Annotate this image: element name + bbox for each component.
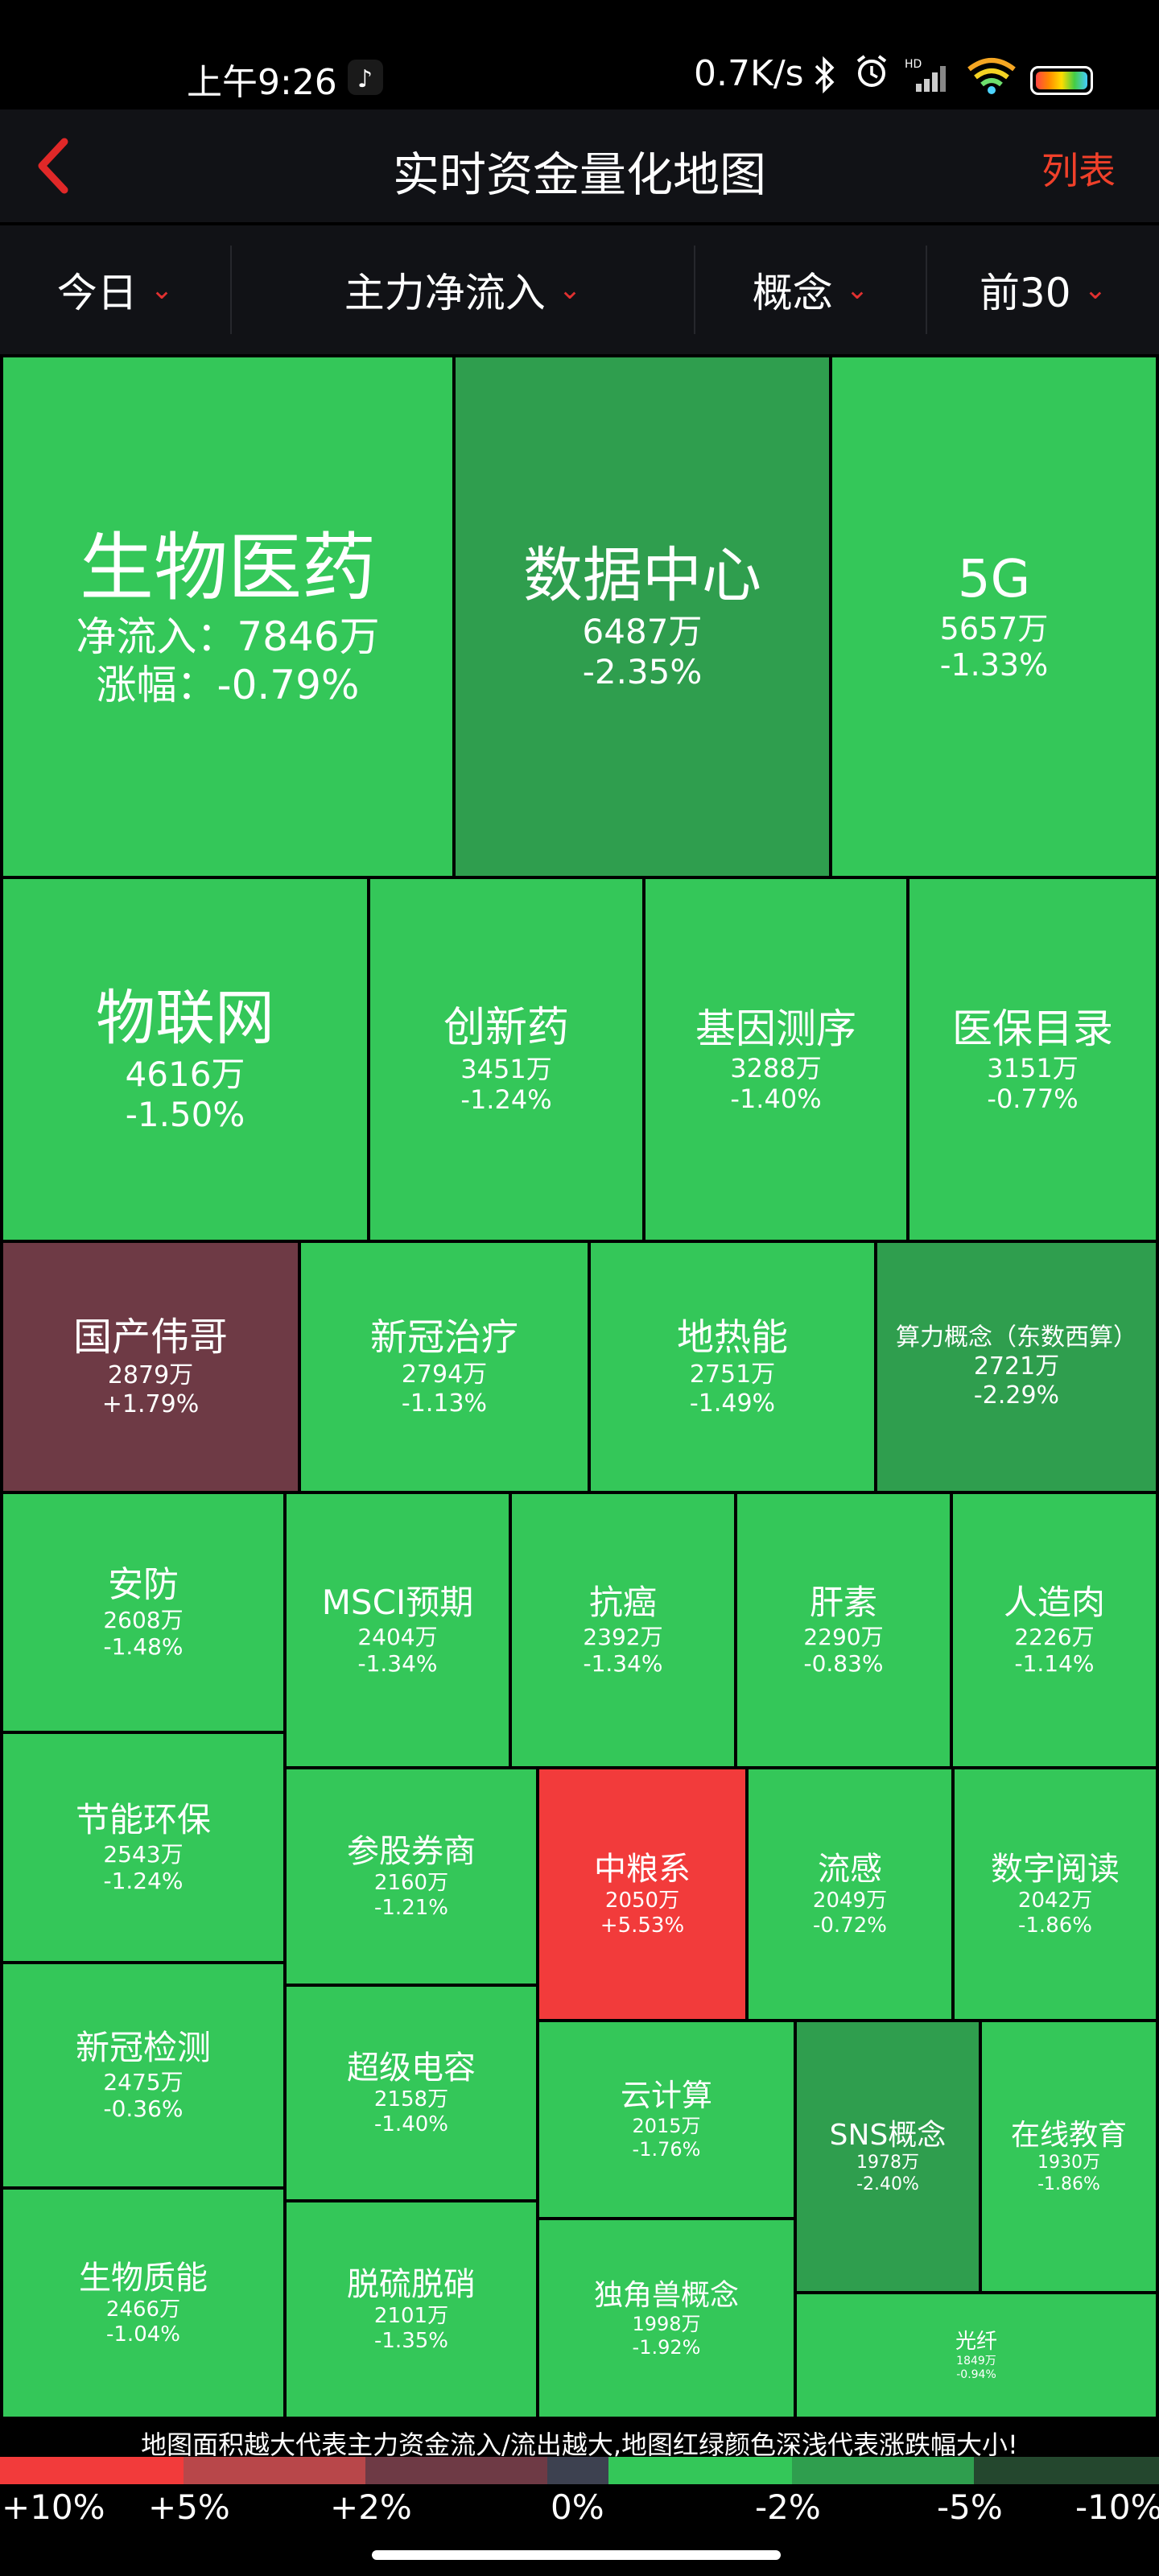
treemap-tile[interactable]: 国产伟哥 2879万 +1.79% [0, 1240, 301, 1494]
legend-label: +2% [330, 2487, 412, 2527]
chevron-left-icon [38, 138, 68, 194]
treemap-tile[interactable]: 创新药 3451万 -1.24% [367, 876, 645, 1243]
treemap-tile[interactable]: 人造肉 2226万 -1.14% [950, 1491, 1159, 1769]
filter-period[interactable]: 今日 ⌄ [0, 225, 230, 354]
home-indicator[interactable] [372, 2550, 781, 2560]
legend-label: 0% [551, 2487, 604, 2527]
divider [230, 246, 232, 334]
treemap-tile[interactable]: 云计算 2015万 -1.76% [536, 2019, 797, 2220]
legend-label: +10% [2, 2487, 105, 2527]
filter-category[interactable]: 概念 ⌄ [695, 225, 926, 354]
legend-swatch [184, 2457, 365, 2484]
treemap-tile[interactable]: 地热能 2751万 -1.49% [588, 1240, 877, 1494]
treemap-tile[interactable]: 肝素 2290万 -0.83% [734, 1491, 953, 1769]
legend-color-scale [0, 2457, 1159, 2484]
filter-bar [0, 225, 1159, 354]
legend-swatch [365, 2457, 547, 2484]
treemap: 生物医药 净流入：7846万 涨幅：-0.79% 数据中心 6487万 -2.3… [0, 354, 1159, 2420]
page-title: 实时资金量化地图 [392, 147, 766, 202]
treemap-tile[interactable]: 新冠治疗 2794万 -1.13% [298, 1240, 591, 1494]
treemap-tile[interactable]: 超级电容 2158万 -1.40% [283, 1984, 539, 2202]
filter-period-label: 今日 [56, 270, 138, 316]
treemap-tile[interactable]: 节能环保 2543万 -1.24% [0, 1731, 287, 1964]
filter-top-n-label: 前30 [979, 270, 1071, 316]
treemap-tile[interactable]: 数据中心 6487万 -2.35% [452, 354, 832, 879]
filter-top-n[interactable]: 前30 ⌄ [927, 225, 1159, 354]
treemap-tile[interactable]: 算力概念（东数西算） 2721万 -2.29% [874, 1240, 1159, 1494]
status-time: 上午9:26 [187, 62, 337, 103]
treemap-tile[interactable]: 医保目录 3151万 -0.77% [906, 876, 1159, 1243]
legend-swatch [547, 2457, 608, 2484]
chevron-down-icon: ⌄ [150, 274, 174, 306]
legend-swatch [974, 2457, 1159, 2484]
legend-label: -10% [1075, 2487, 1159, 2527]
treemap-tile[interactable]: 生物医药 净流入：7846万 涨幅：-0.79% [0, 354, 456, 879]
legend-swatch [0, 2457, 184, 2484]
bluetooth-icon [813, 56, 837, 101]
filter-metric-label: 主力净流入 [344, 270, 546, 316]
treemap-tile[interactable]: 物联网 4616万 -1.50% [0, 876, 370, 1243]
treemap-tile[interactable]: 独角兽概念 1998万 -1.92% [536, 2217, 797, 2420]
legend-label: +5% [148, 2487, 230, 2527]
treemap-tile[interactable]: 5G 5657万 -1.33% [829, 354, 1159, 879]
treemap-tile[interactable]: 参股券商 2160万 -1.21% [283, 1766, 539, 1987]
battery-icon [1030, 66, 1093, 95]
chevron-down-icon: ⌄ [558, 274, 582, 306]
hd-signal-icon: HD [905, 56, 948, 93]
legend-label: -2% [755, 2487, 821, 2527]
chevron-down-icon: ⌄ [845, 274, 869, 306]
chevron-down-icon: ⌄ [1083, 274, 1107, 306]
treemap-tile[interactable]: 脱硫脱硝 2101万 -1.35% [283, 2199, 539, 2420]
tiktok-icon: ♪ [348, 60, 383, 95]
divider [926, 246, 927, 334]
back-button[interactable] [32, 134, 80, 198]
legend-swatch [608, 2457, 792, 2484]
treemap-tile[interactable]: 抗癌 2392万 -1.34% [509, 1491, 737, 1769]
legend-caption: 地图面积越大代表主力资金流入/流出越大,地图红绿颜色深浅代表涨跌幅大小! [141, 2429, 1018, 2460]
alarm-icon [853, 53, 890, 99]
list-view-button[interactable]: 列表 [1041, 149, 1116, 192]
nav-bar [0, 109, 1159, 222]
treemap-tile[interactable]: 在线教育 1930万 -1.86% [979, 2019, 1159, 2294]
treemap-tile[interactable]: 安防 2608万 -1.48% [0, 1491, 287, 1734]
network-speed: 0.7K/s [694, 53, 804, 94]
treemap-tile[interactable]: 流感 2049万 -0.72% [745, 1766, 955, 2022]
svg-text:HD: HD [905, 58, 922, 71]
treemap-tile[interactable]: 基因测序 3288万 -1.40% [642, 876, 909, 1243]
status-bar [0, 0, 1159, 109]
divider [694, 246, 695, 334]
treemap-tile[interactable]: MSCI预期 2404万 -1.34% [283, 1491, 512, 1769]
svg-text:♪: ♪ [357, 65, 373, 93]
filter-metric[interactable]: 主力净流入 ⌄ [232, 225, 694, 354]
treemap-tile[interactable]: 新冠检测 2475万 -0.36% [0, 1961, 287, 2190]
legend-label: -5% [937, 2487, 1003, 2527]
treemap-tile[interactable]: 光纤 1849万 -0.94% [794, 2291, 1159, 2420]
treemap-tile[interactable]: 数字阅读 2042万 -1.86% [951, 1766, 1159, 2022]
treemap-tile[interactable]: SNS概念 1978万 -2.40% [794, 2019, 982, 2294]
filter-category-label: 概念 [752, 270, 833, 316]
treemap-tile[interactable]: 中粮系 2050万 +5.53% [536, 1766, 749, 2022]
wifi-icon [966, 56, 1017, 95]
legend-swatch [792, 2457, 974, 2484]
treemap-tile[interactable]: 生物质能 2466万 -1.04% [0, 2186, 287, 2420]
